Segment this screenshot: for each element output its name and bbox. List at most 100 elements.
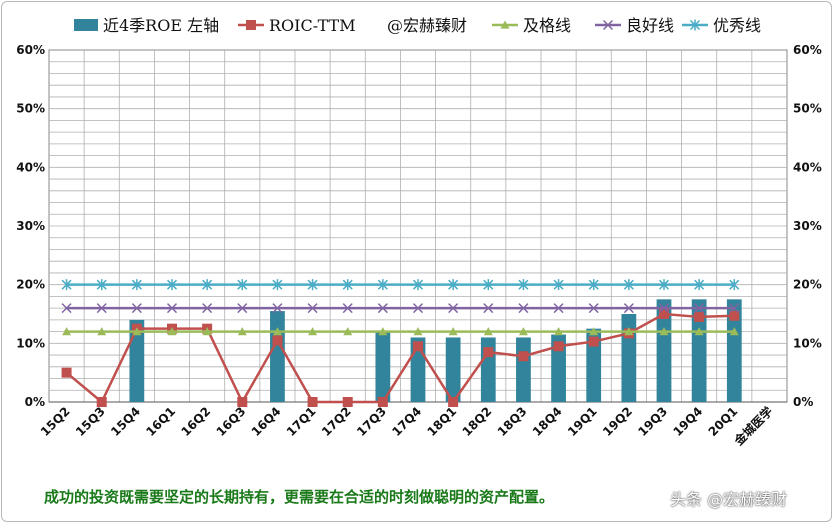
series-point	[307, 397, 318, 407]
series-point	[272, 335, 283, 346]
legend-swatch	[74, 19, 98, 31]
legend-label: 及格线	[523, 16, 571, 35]
series-point	[343, 327, 353, 336]
series-point	[132, 327, 142, 336]
legend-label: 优秀线	[713, 16, 761, 35]
series-point	[729, 327, 739, 336]
series-point	[518, 351, 529, 362]
series-point	[588, 279, 599, 291]
series-point	[623, 279, 634, 291]
series-point	[448, 279, 459, 291]
y-tick-label-left: 60%	[16, 43, 45, 57]
x-category-label: 16Q2	[178, 404, 213, 439]
series-point	[166, 279, 178, 291]
series-point	[272, 279, 283, 291]
y-tick-label-right: 60%	[793, 43, 822, 57]
series-point	[554, 327, 564, 336]
x-category-label: 19Q4	[670, 404, 705, 439]
series-point	[729, 310, 740, 321]
series-point	[658, 303, 670, 314]
y-tick-label-left: 50%	[16, 102, 45, 116]
series-point	[448, 327, 458, 336]
roe-bar	[586, 328, 602, 402]
y-tick-label-right: 40%	[793, 160, 822, 174]
y-tick-label-right: 20%	[793, 278, 822, 292]
x-category-label: 15Q3	[73, 404, 108, 439]
series-line	[65, 312, 735, 405]
series-point	[307, 303, 318, 314]
series-point	[377, 279, 388, 291]
series-point	[342, 303, 353, 314]
series-point	[96, 303, 107, 314]
series-point	[694, 327, 704, 336]
series-point	[131, 303, 142, 314]
series-point	[307, 279, 318, 291]
series-point	[202, 327, 212, 336]
series-point	[378, 327, 388, 336]
series-point	[202, 303, 213, 314]
legend-marker	[602, 19, 614, 31]
x-category-label: 16Q4	[249, 404, 284, 439]
series-point	[483, 347, 494, 358]
legend-marker	[689, 19, 701, 31]
roe-bar	[551, 334, 566, 402]
series-point	[96, 397, 107, 407]
series-point	[342, 279, 353, 291]
series-point	[694, 279, 705, 291]
y-tick-label-left: 10%	[16, 336, 45, 350]
series-point	[483, 279, 494, 291]
x-category-label: 17Q3	[354, 404, 389, 439]
y-tick-label-right: 50%	[793, 102, 822, 116]
x-category-label: 19Q2	[600, 404, 635, 439]
series-point	[237, 397, 248, 407]
series-point	[448, 397, 459, 407]
legend-label: 近4季ROE 左轴	[103, 16, 219, 35]
x-category-label: 18Q1	[424, 404, 459, 439]
x-category-label: 17Q2	[319, 404, 354, 439]
series-point	[237, 327, 247, 336]
series-point	[167, 327, 177, 336]
legend-marker	[500, 20, 510, 29]
legend-label: @宏赫臻财	[387, 16, 467, 35]
series-point	[61, 303, 72, 314]
series-point	[131, 279, 142, 291]
series-point	[729, 279, 740, 291]
y-tick-label-left: 0%	[25, 395, 45, 409]
x-category-label: 15Q2	[38, 404, 73, 439]
series-point	[659, 309, 669, 319]
series-point	[237, 303, 248, 314]
series-point	[61, 279, 72, 291]
series-point	[61, 367, 72, 378]
series-point	[96, 279, 107, 291]
x-category-label: 金城医学	[730, 404, 775, 449]
x-category-label: 17Q4	[389, 404, 424, 439]
series-point	[342, 397, 353, 407]
series-point	[518, 303, 529, 314]
series-point	[589, 327, 599, 336]
series-point	[729, 303, 740, 314]
series-point	[448, 303, 459, 314]
footer-slogan: 成功的投资既需要坚定的长期持有，更需要在合适的时刻做聪明的资产配置。	[44, 488, 555, 506]
roe-bar	[445, 337, 461, 402]
watermark: 头条 @宏赫臻财	[670, 490, 788, 509]
series-point	[624, 327, 634, 336]
series-point	[518, 327, 528, 336]
legend-marker	[246, 20, 256, 30]
series-point	[412, 303, 424, 314]
series-point	[413, 327, 423, 336]
legend-label: 良好线	[626, 16, 674, 35]
roe-bar	[656, 299, 672, 402]
series-point	[308, 327, 318, 336]
series-point	[272, 303, 283, 314]
series-point	[553, 279, 564, 291]
series-point	[166, 303, 178, 314]
y-tick-label-right: 10%	[793, 336, 822, 350]
roe-bar	[129, 319, 145, 402]
series-point	[62, 327, 72, 336]
series-point	[272, 327, 282, 336]
series-point	[97, 327, 107, 336]
series-point	[413, 341, 423, 352]
series-point	[623, 303, 634, 314]
series-point	[553, 341, 564, 352]
